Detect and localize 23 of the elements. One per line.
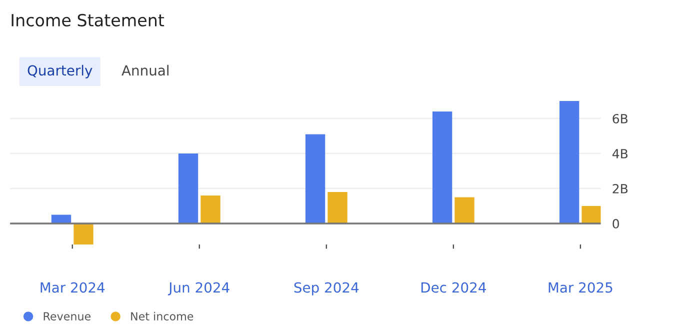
bar <box>200 195 220 224</box>
y-tick-label: 4B <box>612 149 628 158</box>
text: Quarterly <box>28 64 92 78</box>
x-tick-label: Jun 2024 <box>168 282 230 296</box>
bar <box>432 111 452 224</box>
text: Annual <box>122 64 168 76</box>
bar <box>559 100 580 224</box>
x-tick-label: Mar 2024 <box>40 282 105 293</box>
bar <box>328 192 348 224</box>
legend-label: Revenue <box>44 312 91 320</box>
y-tick-label: 6B <box>612 114 628 124</box>
y-tick-label: 2B <box>612 184 628 194</box>
x-tick-label: Mar 2025 <box>548 282 612 293</box>
chart-title: Income Statement <box>12 14 164 26</box>
bar <box>305 134 326 224</box>
bar <box>178 153 198 224</box>
bar <box>454 197 474 224</box>
y-tick-label: 0 <box>612 218 619 228</box>
x-tick-label: Dec 2024 <box>421 282 486 293</box>
x-tick-label: Sep 2024 <box>294 282 359 296</box>
bar <box>74 223 94 244</box>
bar <box>582 206 601 224</box>
legend-label: Net income <box>131 312 194 320</box>
